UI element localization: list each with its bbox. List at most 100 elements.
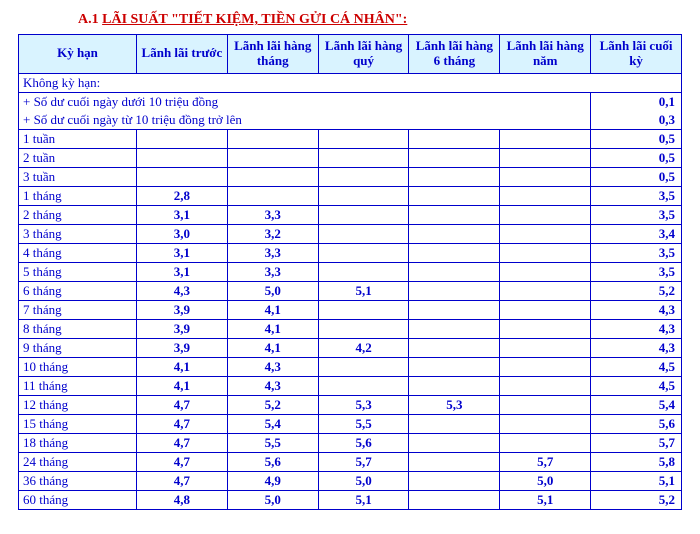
table-row: 8 tháng3,94,14,3 (19, 319, 682, 338)
term-cell: 4 tháng (19, 243, 137, 262)
term-cell: 1 tháng (19, 186, 137, 205)
term-cell: 2 tuần (19, 148, 137, 167)
rate-cell (500, 262, 591, 281)
term-cell: 8 tháng (19, 319, 137, 338)
rate-cell: 3,1 (137, 243, 228, 262)
term-cell: 9 tháng (19, 338, 137, 357)
rate-cell (227, 148, 318, 167)
rate-cell: 4,1 (227, 300, 318, 319)
rate-cell: 0,5 (591, 129, 682, 148)
rate-cell (500, 167, 591, 186)
rate-cell: 5,2 (227, 395, 318, 414)
rate-cell: 4,5 (591, 376, 682, 395)
table-row: 12 tháng4,75,25,35,35,4 (19, 395, 682, 414)
rate-cell: 2,8 (137, 186, 228, 205)
rate-cell: 3,1 (137, 205, 228, 224)
rate-cell: 4,7 (137, 414, 228, 433)
rate-cell: 4,8 (137, 490, 228, 509)
rate-cell: 4,7 (137, 471, 228, 490)
rate-cell (409, 433, 500, 452)
rate-cell: 3,5 (591, 205, 682, 224)
rate-cell: 5,1 (318, 281, 409, 300)
note-rate: 0,1 (591, 92, 682, 111)
rate-cell: 4,7 (137, 433, 228, 452)
rate-cell (318, 148, 409, 167)
term-cell: 11 tháng (19, 376, 137, 395)
rate-cell (409, 452, 500, 471)
rate-cell: 3,0 (137, 224, 228, 243)
rate-cell: 3,9 (137, 300, 228, 319)
rate-cell: 4,9 (227, 471, 318, 490)
rate-cell (318, 243, 409, 262)
rate-cell: 0,5 (591, 148, 682, 167)
table-row: 3 tuần 0,5 (19, 167, 682, 186)
rate-cell (409, 376, 500, 395)
rate-cell (318, 186, 409, 205)
header-row: Kỳ hạn Lãnh lãi trước Lãnh lãi hàng thán… (19, 35, 682, 74)
rate-cell: 4,7 (137, 452, 228, 471)
table-row: 18 tháng4,75,55,65,7 (19, 433, 682, 452)
rate-cell: 3,3 (227, 243, 318, 262)
table-row: 60 tháng4,85,05,15,15,2 (19, 490, 682, 509)
note-row: + Số dư cuối ngày từ 10 triệu đồng trở l… (19, 111, 682, 130)
table-row: 4 tháng3,13,3 3,5 (19, 243, 682, 262)
rate-cell (500, 224, 591, 243)
rate-cell: 5,0 (227, 281, 318, 300)
section-label: Không kỳ hạn: (19, 73, 682, 92)
rate-cell: 3,5 (591, 262, 682, 281)
rate-cell: 5,8 (591, 452, 682, 471)
col-header: Lãnh lãi cuối kỳ (591, 35, 682, 74)
term-cell: 3 tuần (19, 167, 137, 186)
col-header: Lãnh lãi trước (137, 35, 228, 74)
table-row: 11 tháng4,14,34,5 (19, 376, 682, 395)
rate-cell (409, 319, 500, 338)
rate-cell: 4,1 (137, 357, 228, 376)
rate-cell (500, 357, 591, 376)
rate-cell: 4,3 (227, 376, 318, 395)
term-cell: 3 tháng (19, 224, 137, 243)
table-row: 1 tuần0,5 (19, 129, 682, 148)
rate-cell: 5,1 (591, 471, 682, 490)
rate-cell: 4,7 (137, 395, 228, 414)
rate-cell (318, 376, 409, 395)
rate-cell (500, 243, 591, 262)
rate-cell: 3,2 (227, 224, 318, 243)
rate-cell (409, 262, 500, 281)
rate-cell (409, 357, 500, 376)
rate-cell (409, 471, 500, 490)
rate-cell: 5,4 (591, 395, 682, 414)
rate-cell (409, 167, 500, 186)
rate-cell: 4,3 (591, 319, 682, 338)
rate-cell: 3,5 (591, 243, 682, 262)
rate-cell (409, 338, 500, 357)
rate-cell (409, 414, 500, 433)
rate-cell: 5,1 (500, 490, 591, 509)
table-row: 2 tháng3,13,33,5 (19, 205, 682, 224)
rate-cell: 4,3 (227, 357, 318, 376)
rate-cell (318, 129, 409, 148)
term-cell: 12 tháng (19, 395, 137, 414)
note-row: + Số dư cuối ngày dưới 10 triệu đồng0,1 (19, 92, 682, 111)
rate-cell: 5,5 (227, 433, 318, 452)
rate-cell (318, 224, 409, 243)
rate-cell: 4,3 (591, 300, 682, 319)
rate-cell: 5,0 (227, 490, 318, 509)
rate-cell: 5,7 (500, 452, 591, 471)
rate-cell: 4,5 (591, 357, 682, 376)
table-row: 10 tháng4,14,34,5 (19, 357, 682, 376)
col-header: Kỳ hạn (19, 35, 137, 74)
table-row: 3 tháng3,03,23,4 (19, 224, 682, 243)
table-row: 9 tháng3,94,14,24,3 (19, 338, 682, 357)
table-row: 2 tuần 0,5 (19, 148, 682, 167)
rate-cell (500, 319, 591, 338)
table-row: 7 tháng3,94,14,3 (19, 300, 682, 319)
rate-cell: 0,5 (591, 167, 682, 186)
rate-cell: 5,3 (318, 395, 409, 414)
rate-cell (137, 167, 228, 186)
term-cell: 18 tháng (19, 433, 137, 452)
rate-cell (318, 262, 409, 281)
rate-cell: 5,4 (227, 414, 318, 433)
rate-cell (500, 433, 591, 452)
table-row: 6 tháng4,35,05,15,2 (19, 281, 682, 300)
rate-cell (227, 129, 318, 148)
